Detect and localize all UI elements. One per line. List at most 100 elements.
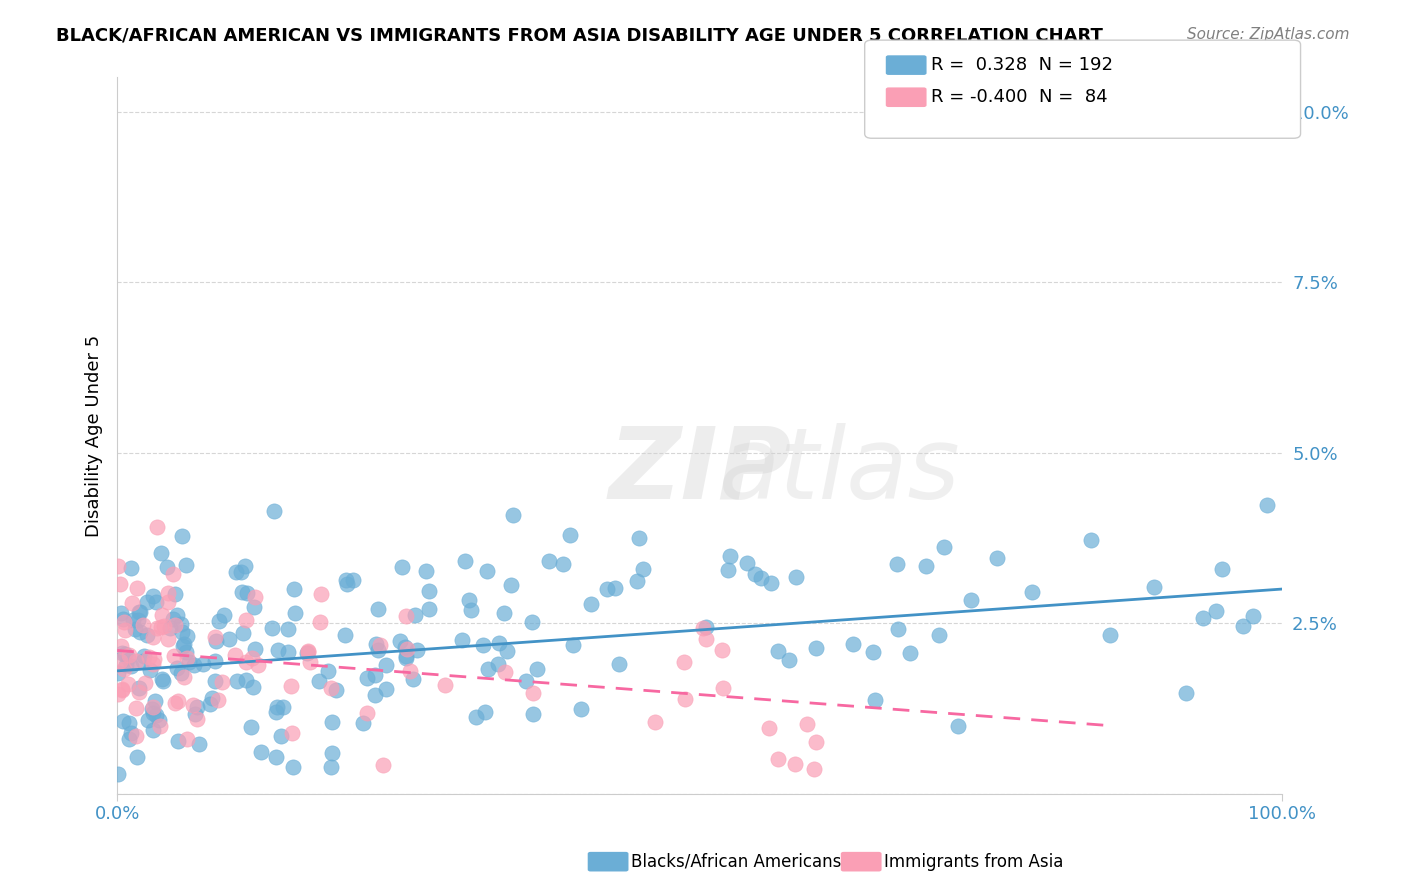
Point <box>325 682 347 697</box>
Point <box>240 650 263 665</box>
Point <box>204 654 226 668</box>
Point <box>499 578 522 592</box>
Text: ZIP: ZIP <box>609 423 792 520</box>
Point <box>295 646 318 660</box>
Point <box>284 606 307 620</box>
Point <box>145 621 167 635</box>
Point <box>111 683 134 698</box>
Point <box>110 639 132 653</box>
Text: BLACK/AFRICAN AMERICAN VS IMMIGRANTS FROM ASIA DISABILITY AGE UNDER 5 CORRELATIO: BLACK/AFRICAN AMERICAN VS IMMIGRANTS FRO… <box>56 27 1104 45</box>
Point <box>318 664 340 678</box>
Point <box>415 564 437 578</box>
Point <box>522 615 544 629</box>
Point <box>526 662 548 676</box>
Point <box>120 726 142 740</box>
Point <box>796 717 818 731</box>
Point <box>125 730 148 744</box>
Point <box>710 643 733 657</box>
Point <box>364 637 387 651</box>
Text: R =  0.328  N = 192: R = 0.328 N = 192 <box>931 56 1112 74</box>
Point <box>711 681 734 695</box>
Point <box>336 577 359 591</box>
Point <box>127 613 149 627</box>
Point <box>163 618 186 632</box>
Point <box>153 619 176 633</box>
Point <box>131 618 153 632</box>
Point <box>766 752 789 766</box>
Point <box>184 707 207 722</box>
Point <box>176 732 198 747</box>
Point <box>401 673 423 687</box>
Point <box>321 760 343 774</box>
Point <box>367 642 389 657</box>
Point <box>112 662 135 676</box>
Point <box>128 681 150 695</box>
Point <box>135 595 157 609</box>
Point <box>266 750 288 764</box>
Point <box>277 645 299 659</box>
Point <box>758 722 780 736</box>
Point <box>162 567 184 582</box>
Point <box>156 559 179 574</box>
Point <box>108 654 131 668</box>
Point <box>174 558 197 573</box>
Point <box>863 692 886 706</box>
Point <box>335 628 357 642</box>
Point <box>114 615 136 629</box>
Point <box>167 694 190 708</box>
Point <box>205 633 228 648</box>
Point <box>1232 619 1254 633</box>
Point <box>145 707 167 722</box>
Point <box>157 586 180 600</box>
Point <box>454 554 477 568</box>
Point <box>395 649 418 664</box>
Point <box>121 596 143 610</box>
Point <box>142 723 165 737</box>
Point <box>166 661 188 675</box>
Point <box>391 559 413 574</box>
Point <box>581 597 603 611</box>
Point <box>243 590 266 604</box>
Point <box>172 529 194 543</box>
Point <box>218 632 240 646</box>
Point <box>145 595 167 609</box>
Point <box>204 630 226 644</box>
Point <box>111 646 134 660</box>
Point <box>159 622 181 636</box>
Point <box>240 720 263 734</box>
Point <box>149 719 172 733</box>
Point <box>262 621 284 635</box>
Point <box>335 574 357 588</box>
Point <box>396 641 419 656</box>
Point <box>1098 627 1121 641</box>
Point <box>114 658 136 673</box>
Point <box>561 638 583 652</box>
Point <box>172 639 194 653</box>
Point <box>120 560 142 574</box>
Point <box>633 562 655 576</box>
Point <box>201 690 224 705</box>
Text: Source: ZipAtlas.com: Source: ZipAtlas.com <box>1187 27 1350 42</box>
Point <box>266 700 288 714</box>
Point <box>145 520 167 534</box>
Point <box>803 762 825 776</box>
Point <box>132 649 155 664</box>
Point <box>204 674 226 689</box>
Point <box>150 607 173 622</box>
Point <box>735 556 758 570</box>
Point <box>471 638 494 652</box>
Point <box>603 581 626 595</box>
Point <box>766 644 789 658</box>
Point <box>166 608 188 623</box>
Point <box>281 726 304 740</box>
Point <box>672 656 695 670</box>
Point <box>405 643 427 657</box>
Point <box>136 713 159 727</box>
Point <box>356 706 378 720</box>
Point <box>457 593 479 607</box>
Point <box>538 554 561 568</box>
Point <box>231 565 253 579</box>
Point <box>804 735 827 749</box>
Point <box>207 615 229 629</box>
Point <box>211 675 233 690</box>
